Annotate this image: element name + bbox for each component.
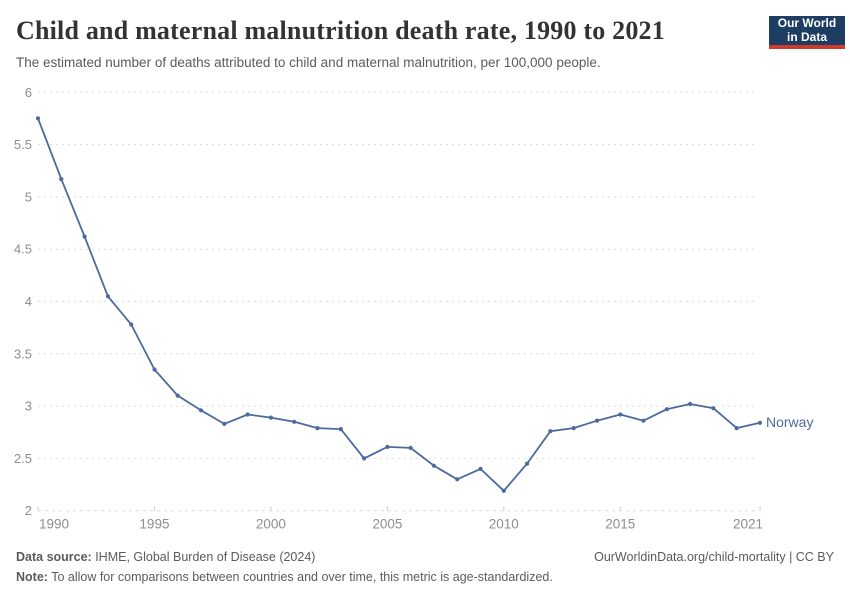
data-point-marker[interactable] [571,426,576,431]
owid-logo-line2: in Data [786,29,827,44]
data-point-marker[interactable] [152,367,157,372]
svg-text:2.5: 2.5 [14,451,32,466]
data-point-marker[interactable] [35,116,41,121]
data-point-marker[interactable] [618,412,623,417]
svg-text:3.5: 3.5 [14,346,32,361]
data-source-label: Data source: [16,550,92,564]
svg-text:6: 6 [25,85,32,100]
data-point-marker[interactable] [292,419,297,424]
gridlines [38,91,757,512]
x-axis-tick-labels: 1990 1995 2000 2005 2010 2015 2021 [39,517,763,532]
note-label: Note: [16,570,48,584]
svg-text:5: 5 [25,189,32,204]
data-point-marker[interactable] [478,466,483,471]
svg-text:2000: 2000 [256,517,286,532]
data-point-marker[interactable] [525,461,530,466]
data-point-marker[interactable] [338,427,343,432]
data-point-marker[interactable] [431,463,436,468]
data-point-marker[interactable] [757,420,763,425]
svg-text:5.5: 5.5 [14,137,32,152]
svg-text:1995: 1995 [139,517,169,532]
svg-text:4: 4 [25,294,32,309]
attribution-link[interactable]: OurWorldinData.org/child-mortality | CC … [594,550,834,564]
chart-footer: Data source: IHME, Global Burden of Dise… [16,547,834,587]
data-point-marker[interactable] [362,456,367,461]
data-point-marker[interactable] [175,393,180,398]
note-text: Note: To allow for comparisons between c… [16,570,553,584]
svg-text:2005: 2005 [372,517,402,532]
data-point-marker[interactable] [408,445,413,450]
data-point-marker[interactable] [315,426,320,431]
data-point-marker[interactable] [594,418,600,423]
data-point-marker[interactable] [455,477,460,482]
data-point-marker[interactable] [734,426,739,431]
svg-text:2010: 2010 [489,517,519,532]
svg-text:2015: 2015 [605,517,635,532]
data-point-marker[interactable] [245,412,250,417]
data-point-marker[interactable] [548,429,553,434]
y-axis-tick-labels: 2 2.5 3 3.5 4 4.5 5 5.5 6 [14,85,32,518]
series-label-norway: Norway [766,414,814,430]
svg-text:3: 3 [25,399,32,414]
chart-subtitle: The estimated number of deaths attribute… [16,54,601,70]
data-source-text: Data source: IHME, Global Burden of Dise… [16,550,316,564]
owid-logo-line1: Our World [777,15,837,30]
data-point-marker[interactable] [59,177,64,182]
chart-area: 2 2.5 3 3.5 4 4.5 5 5.5 6 1990 1995 2000 2005 2010 201… [0,85,850,535]
series-line [37,117,761,492]
data-point-marker[interactable] [641,418,646,423]
data-point-marker[interactable] [222,421,227,426]
svg-text:2021: 2021 [733,517,763,532]
chart-header: Child and maternal malnutrition death ra… [16,16,740,70]
line-chart[interactable]: 2 2.5 3 3.5 4 4.5 5 5.5 6 1990 1995 2000 2005 2010 201… [0,85,850,535]
data-point-marker[interactable] [82,234,87,239]
data-point-marker[interactable] [105,294,110,299]
data-point-marker[interactable] [688,401,693,407]
owid-logo[interactable]: Our World in Data [769,16,845,49]
data-point-marker[interactable] [711,406,716,411]
data-point-marker[interactable] [385,444,390,449]
svg-text:4.5: 4.5 [14,242,32,257]
svg-text:1990: 1990 [39,517,69,532]
x-axis-ticks [37,506,761,511]
page-title: Child and maternal malnutrition death ra… [16,16,665,45]
svg-text:2: 2 [25,503,32,518]
series-norway[interactable] [35,116,763,493]
data-point-marker[interactable] [129,322,134,327]
data-point-marker[interactable] [501,488,506,493]
data-point-marker[interactable] [664,407,669,412]
data-point-marker[interactable] [198,408,204,413]
data-point-marker[interactable] [268,415,273,420]
